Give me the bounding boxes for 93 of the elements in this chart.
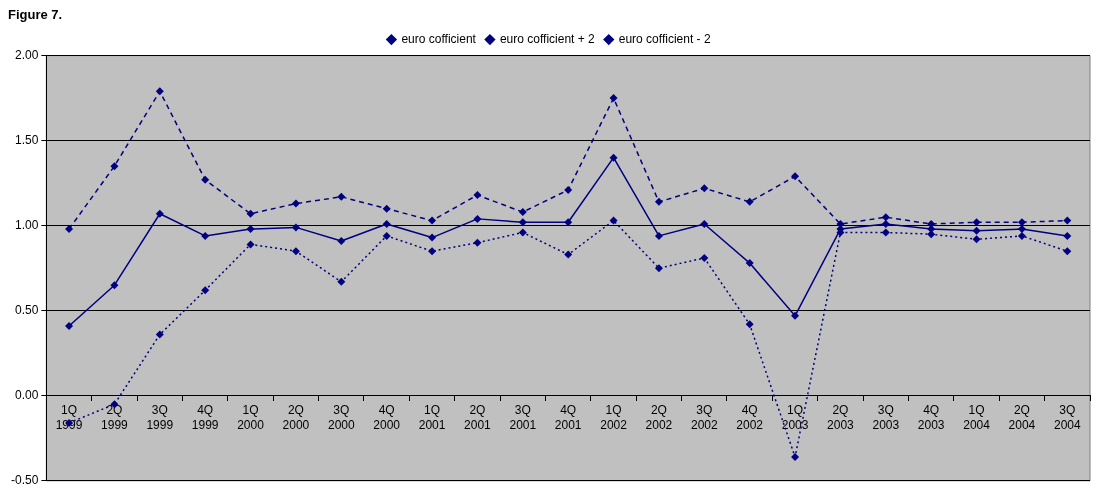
point bbox=[881, 228, 890, 237]
x-tick-label: 4Q 2003 bbox=[917, 403, 945, 432]
point bbox=[518, 218, 527, 227]
x-tick-label: 2Q 2002 bbox=[645, 403, 673, 432]
x-tick-label: 4Q 2000 bbox=[373, 403, 401, 432]
point bbox=[337, 236, 346, 245]
point bbox=[791, 452, 800, 461]
point bbox=[382, 204, 391, 213]
point bbox=[654, 197, 663, 206]
point bbox=[291, 199, 300, 208]
legend-label: euro cofficient bbox=[401, 31, 477, 46]
x-tick-label: 4Q 2002 bbox=[736, 403, 764, 432]
point bbox=[337, 277, 346, 286]
point bbox=[609, 94, 618, 103]
point bbox=[382, 231, 391, 240]
point bbox=[700, 219, 709, 228]
x-tick-label: 1Q 2000 bbox=[237, 403, 265, 432]
x-tick-label: 4Q 1999 bbox=[191, 403, 219, 432]
point bbox=[700, 184, 709, 193]
point bbox=[1017, 225, 1026, 234]
point bbox=[291, 247, 300, 256]
point bbox=[564, 185, 573, 194]
point bbox=[881, 219, 890, 228]
point bbox=[382, 219, 391, 228]
point bbox=[518, 228, 527, 237]
point bbox=[700, 254, 709, 262]
point bbox=[110, 281, 119, 290]
point bbox=[564, 250, 573, 259]
x-tick-label: 2Q 2003 bbox=[827, 403, 855, 432]
y-tick-label: 2.00 bbox=[14, 47, 39, 62]
x-tick-label: 1Q 2001 bbox=[418, 403, 446, 432]
point bbox=[428, 216, 437, 225]
point bbox=[246, 240, 255, 249]
point bbox=[1017, 218, 1026, 227]
x-tick-label: 2Q 2001 bbox=[464, 403, 492, 432]
point bbox=[155, 87, 164, 96]
point bbox=[972, 226, 981, 235]
point bbox=[337, 192, 346, 201]
point bbox=[155, 330, 164, 339]
point bbox=[972, 235, 981, 244]
point bbox=[654, 231, 663, 240]
point bbox=[473, 214, 482, 223]
point bbox=[1063, 216, 1072, 225]
point bbox=[246, 209, 255, 218]
y-tick-label: 1.50 bbox=[14, 132, 39, 147]
x-tick-label: 3Q 2000 bbox=[327, 403, 355, 432]
x-tick-label: 3Q 2004 bbox=[1053, 403, 1081, 432]
y-tick-label: -0.50 bbox=[10, 473, 39, 488]
point bbox=[65, 322, 74, 331]
point bbox=[201, 286, 210, 295]
point bbox=[473, 191, 482, 200]
point bbox=[291, 223, 300, 232]
x-tick-label: 2Q 2000 bbox=[282, 403, 310, 432]
legend-label: euro cofficient + 2 bbox=[499, 31, 596, 46]
y-tick-label: 0.00 bbox=[14, 388, 39, 403]
point bbox=[473, 238, 482, 247]
point bbox=[428, 247, 437, 256]
legend-label: euro cofficient - 2 bbox=[618, 31, 711, 46]
x-tick-label: 1Q 2002 bbox=[600, 403, 628, 432]
point bbox=[791, 311, 800, 320]
point bbox=[654, 264, 663, 273]
point bbox=[1063, 247, 1072, 256]
x-tick-label: 3Q 2002 bbox=[690, 403, 718, 432]
point bbox=[1017, 231, 1026, 240]
point bbox=[745, 197, 754, 206]
point bbox=[201, 175, 210, 184]
point bbox=[1063, 231, 1072, 240]
x-tick-label: 3Q 2001 bbox=[509, 403, 537, 432]
x-tick-label: 2Q 2004 bbox=[1008, 403, 1036, 432]
y-tick-label: 1.00 bbox=[14, 217, 39, 232]
x-tick-label: 1Q 2004 bbox=[963, 403, 991, 432]
point bbox=[972, 218, 981, 227]
point bbox=[155, 209, 164, 218]
x-tick-label: 1Q 2003 bbox=[781, 403, 809, 432]
point bbox=[881, 213, 890, 222]
point bbox=[65, 225, 74, 234]
point bbox=[791, 172, 800, 181]
x-tick-label: 3Q 1999 bbox=[146, 403, 174, 432]
point bbox=[428, 233, 437, 242]
point bbox=[201, 231, 210, 240]
point bbox=[609, 216, 618, 225]
point bbox=[564, 218, 573, 227]
x-tick-label: 2Q 1999 bbox=[101, 403, 129, 432]
point bbox=[745, 320, 754, 329]
point bbox=[110, 162, 119, 171]
x-tick-label: 3Q 2003 bbox=[872, 403, 900, 432]
y-tick-label: 0.50 bbox=[14, 303, 39, 318]
x-tick-label: 4Q 2001 bbox=[554, 403, 582, 432]
point bbox=[745, 259, 754, 268]
point bbox=[609, 153, 618, 162]
chart-title: Figure 7. bbox=[8, 7, 63, 23]
point bbox=[518, 208, 527, 217]
point bbox=[246, 225, 255, 234]
